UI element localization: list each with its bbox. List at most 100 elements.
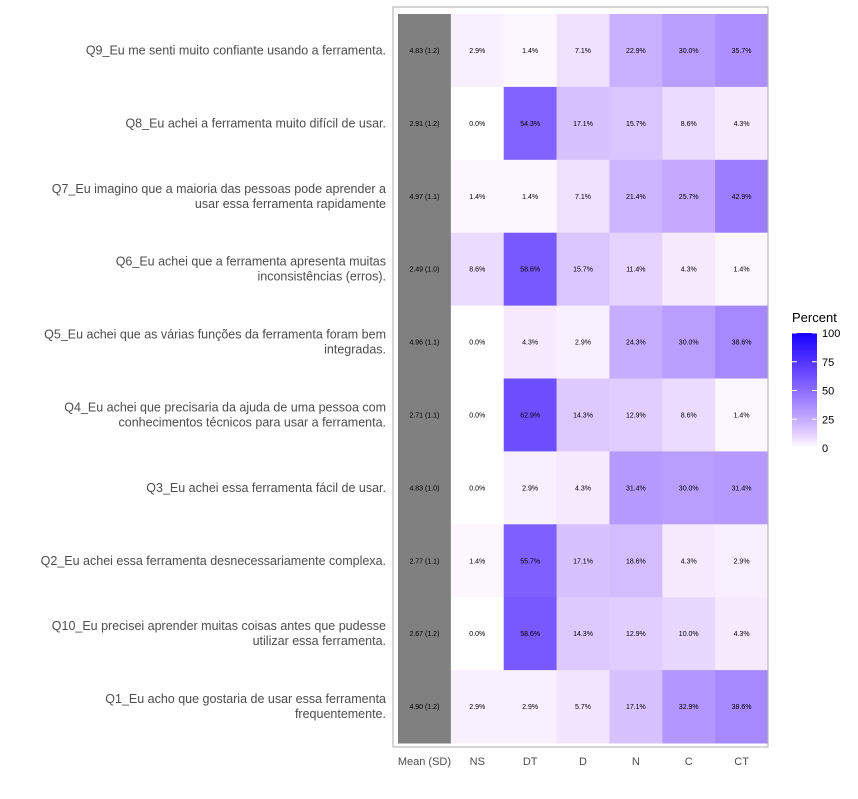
cell-value-label: 32.9% [679,704,699,711]
heatmap-cell [715,378,769,452]
row-label-line: Q7_Eu imagino que a maioria das pessoas … [52,182,386,196]
heatmap-cell [503,597,558,671]
heatmap-cell [715,524,769,598]
heatmap-cell [715,159,769,234]
heatmap-cell [556,305,610,379]
cell-value-label: 2.9% [575,340,591,347]
row-label-line: Q8_Eu achei a ferramenta muito difícil d… [125,116,386,130]
cell-value-label: 1.4% [469,194,485,201]
heatmap-cell [503,451,558,525]
row-label-line: Q3_Eu achei essa ferramenta fácil de usa… [146,481,386,495]
heatmap-cell [715,597,769,671]
legend-tick-label: 50 [822,386,834,398]
mean-sd-label: 4.90 (1.2) [409,704,439,711]
mean-sd-label: 2.77 (1.1) [409,558,439,565]
row-label-line: Q1_Eu acho que gostaria de usar essa fer… [105,692,386,706]
cell-value-label: 11.4% [626,267,645,274]
row-label: Q6_Eu achei que a ferramenta apresenta m… [116,255,386,284]
mean-sd-label: 2.71 (1.1) [409,412,439,419]
cell-value-label: 5.7% [575,704,591,711]
cell-value-label: 38.6% [732,340,752,347]
row-label: Q8_Eu achei a ferramenta muito difícil d… [125,116,386,130]
cell-value-label: 15.7% [626,121,646,128]
cell-value-label: 14.3% [573,631,593,638]
heatmap-cell [556,670,610,744]
legend-tick-label: 25 [822,414,834,426]
cell-value-label: 58.6% [520,631,540,638]
cell-value-label: 2.9% [469,704,485,711]
cell-value-label: 30.0% [679,340,699,347]
cell-value-label: 4.3% [734,121,750,128]
row-label-line: Q9_Eu me senti muito confiante usando a … [86,43,386,57]
heatmap-cell [662,378,716,452]
cell-value-label: 25.7% [679,194,699,201]
mean-sd-label: 2.91 (1.2) [409,121,439,128]
row-label: Q4_Eu achei que precisaria da ajuda de u… [64,400,386,429]
heatmap-cell [556,14,610,88]
heatmap-cell [556,524,610,598]
row-label: Q5_Eu achei que as várias funções da fer… [44,328,386,357]
column-label: Mean (SD) [398,756,451,768]
heatmap-cell [450,232,505,307]
legend: Percent 100 75 50 25 0 [792,310,840,455]
legend-tick-label: 0 [822,443,828,455]
heatmap-cell [715,86,769,161]
cell-value-label: 18.6% [626,558,646,565]
row-label-line: Q6_Eu achei que a ferramenta apresenta m… [116,255,386,269]
cell-value-label: 35.7% [732,48,752,55]
row-label-line: inconsistências (erros). [257,270,386,284]
cell-value-label: 42.9% [732,194,752,201]
cell-value-label: 0.0% [469,412,485,419]
mean-sd-cell [398,305,452,379]
heatmap-cell [556,232,610,307]
cell-value-label: 0.0% [469,631,485,638]
row-label: Q3_Eu achei essa ferramenta fácil de usa… [146,481,386,495]
mean-sd-label: 4.96 (1.1) [409,340,439,347]
heatmap-cell [715,232,769,307]
mean-sd-cell [398,524,452,598]
row-label-line: integradas. [324,343,386,357]
cell-value-label: 7.1% [575,48,591,55]
mean-sd-cell [398,86,452,161]
cell-value-label: 4.3% [575,485,591,492]
cell-value-label: 62.9% [520,412,540,419]
heatmap-cell [450,378,505,452]
row-label-line: utilizar essa ferramenta. [253,634,386,648]
heatmap-cell [556,451,610,525]
column-label: C [685,756,693,768]
heatmap-cell [450,451,505,525]
row-label-line: Q5_Eu achei que as várias funções da fer… [44,328,386,342]
column-label: DT [523,756,538,768]
heatmap-cell [715,14,769,88]
mean-sd-label: 4.83 (1.0) [409,485,439,492]
heatmap-cell [503,378,558,452]
heatmap-cell [609,451,663,525]
mean-sd-label: 2.49 (1.0) [409,267,439,274]
cell-value-label: 55.7% [520,558,540,565]
heatmap-cell [715,305,769,379]
cell-value-label: 10.0% [679,631,699,638]
heatmap-cell [450,14,505,88]
heatmap-cell [609,670,663,744]
heatmap-cell [662,670,716,744]
mean-sd-cell [398,14,452,88]
mean-sd-label: 2.67 (1.2) [409,631,439,638]
heatmap-cell [715,451,769,525]
cell-value-label: 7.1% [575,194,591,201]
mean-sd-cell [398,670,452,744]
cell-value-label: 58.6% [520,267,540,274]
cells-layer: 4.83 (1.2) 2.9% 1.4% 7.1% 22.9% 30.0% 35.7% 2.9… [398,14,769,744]
column-labels: Mean (SD) NS DT D N C CT [398,756,749,768]
heatmap-cell [662,14,716,88]
mean-sd-cell [398,159,452,234]
row-label-line: usar essa ferramenta rapidamente [195,197,386,211]
cell-value-label: 12.9% [626,412,646,419]
heatmap-cell [503,670,558,744]
row-label-line: Q10_Eu precisei aprender muitas coisas a… [52,619,386,633]
heatmap-cell [450,524,505,598]
cell-value-label: 1.4% [522,194,538,201]
row-label: Q1_Eu acho que gostaria de usar essa fer… [105,692,386,721]
heatmap-cell [450,305,505,379]
heatmap-cell [556,159,610,234]
